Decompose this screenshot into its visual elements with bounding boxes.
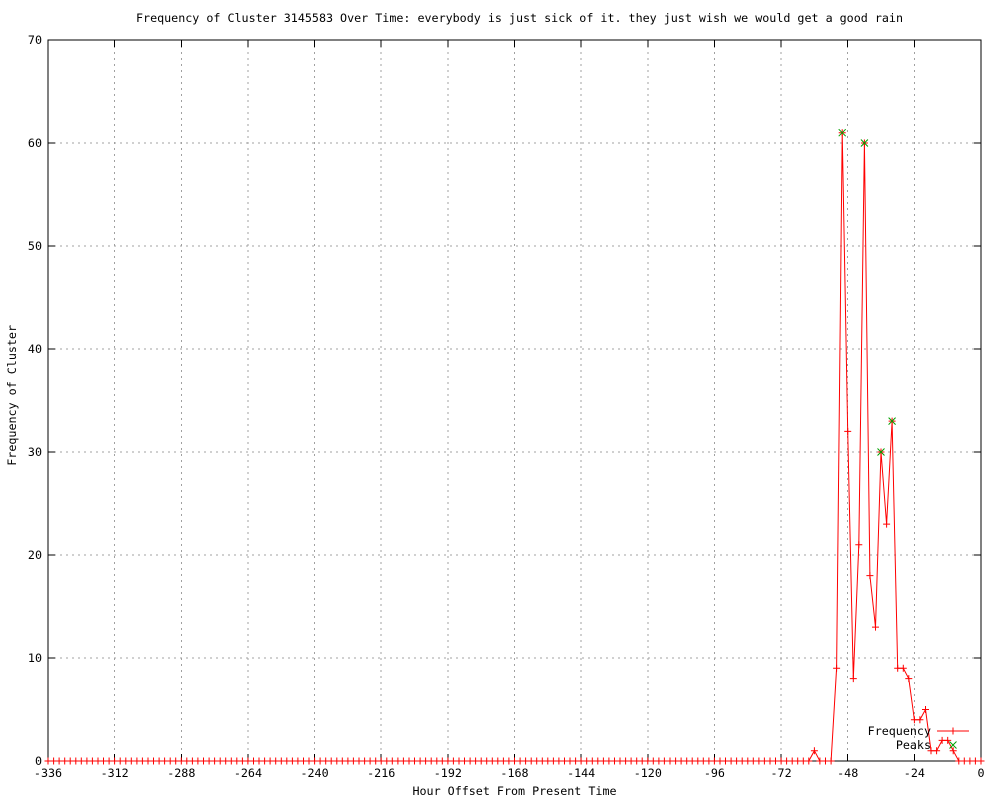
- chart-title: Frequency of Cluster 3145583 Over Time: …: [136, 11, 903, 25]
- y-tick-label: 10: [28, 651, 42, 665]
- grid: [48, 40, 981, 761]
- legend-item-peaks: Peaks: [896, 738, 957, 752]
- y-tick-label: 60: [28, 136, 42, 150]
- x-tick-label: -312: [101, 766, 129, 780]
- legend-marker-sample: [949, 727, 957, 735]
- x-tick-label: -264: [234, 766, 262, 780]
- y-tick-label: 30: [28, 445, 42, 459]
- legend-label: Peaks: [896, 738, 931, 752]
- x-tick-label: -120: [634, 766, 662, 780]
- x-tick-label: -24: [904, 766, 925, 780]
- y-tick-label: 70: [28, 33, 42, 47]
- x-tick-label: -72: [771, 766, 792, 780]
- peaks-series: [838, 128, 896, 456]
- y-tick-label: 0: [35, 754, 42, 768]
- x-tick-label: 0: [977, 766, 984, 780]
- x-tick-label: -168: [500, 766, 528, 780]
- x-tick-label: -48: [837, 766, 858, 780]
- x-tick-label: -192: [434, 766, 462, 780]
- frequency-series: [44, 129, 985, 765]
- y-tick-label: 50: [28, 239, 42, 253]
- x-tick-label: -216: [367, 766, 395, 780]
- x-tick-label: -288: [167, 766, 195, 780]
- tick-labels: -336 -312 -288 -264 -240 -216 -192 -168 -144 -120…: [28, 33, 985, 780]
- legend-label: Frequency: [868, 724, 931, 738]
- x-tick-label: -336: [34, 766, 62, 780]
- x-tick-label: -96: [704, 766, 725, 780]
- legend-marker-sample: [949, 741, 957, 749]
- peak-markers: [838, 128, 896, 456]
- legend-item-frequency: Frequency: [868, 724, 969, 738]
- x-tick-label: -240: [300, 766, 328, 780]
- y-tick-label: 40: [28, 342, 42, 356]
- x-axis-label: Hour Offset From Present Time: [412, 784, 617, 798]
- y-tick-label: 20: [28, 548, 42, 562]
- x-tick-label: -144: [567, 766, 595, 780]
